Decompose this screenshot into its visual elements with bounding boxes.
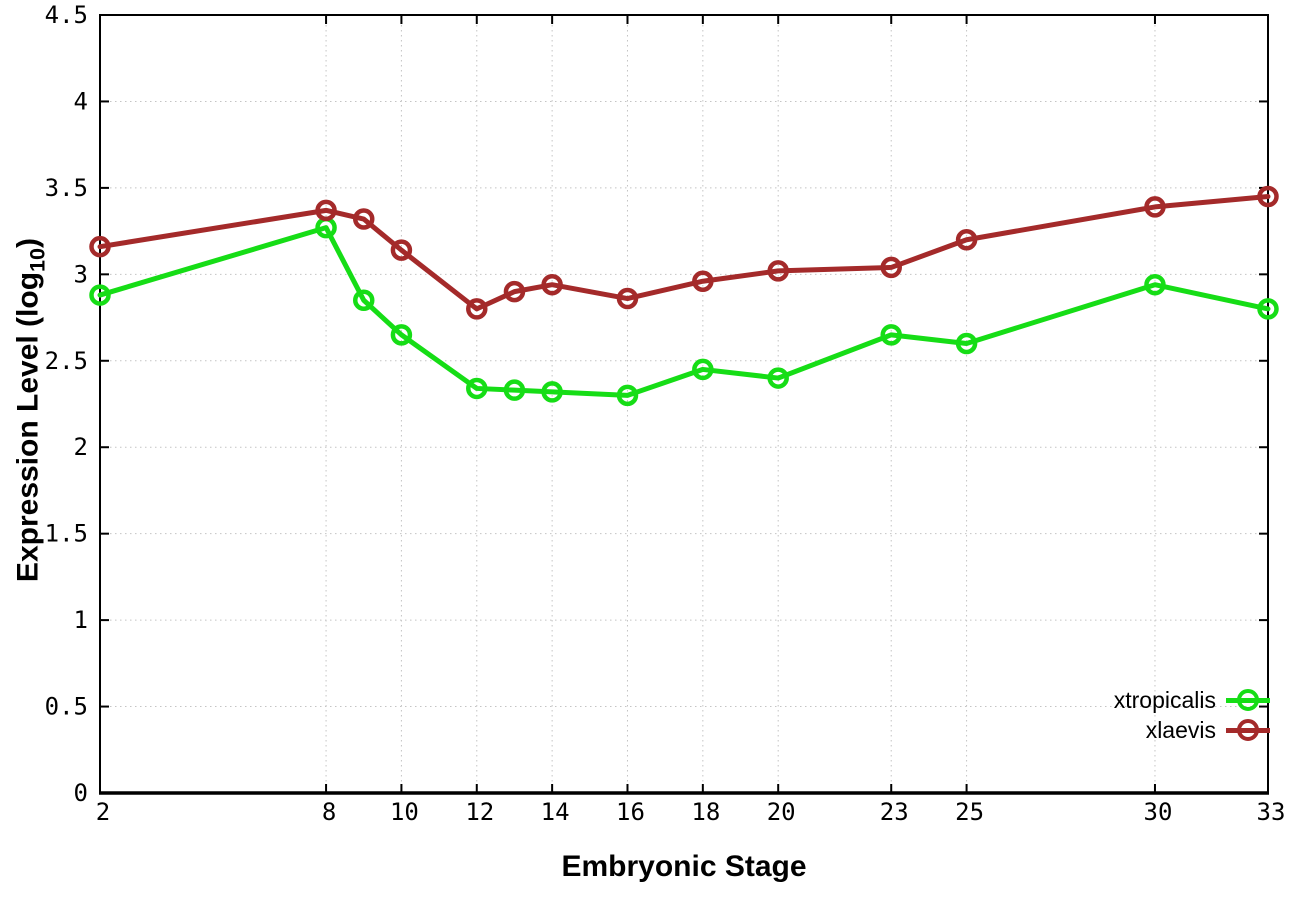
series-point-xlaevis <box>503 280 526 303</box>
x-tick-label: 23 <box>880 798 909 826</box>
y-tick-label: 1.5 <box>45 520 88 548</box>
y-tick-label: 2 <box>74 433 88 461</box>
y-tick-label: 3.5 <box>45 174 88 202</box>
x-tick-label: 8 <box>322 798 336 826</box>
series-point-xtropicalis <box>503 379 526 401</box>
series-line-xtropicalis <box>97 225 1271 398</box>
series-point-xlaevis <box>616 287 639 310</box>
series-point-xtropicalis <box>1257 298 1279 320</box>
series-point-xlaevis <box>315 199 337 222</box>
series-point-xtropicalis <box>541 381 563 403</box>
xlaevis-marker-icon <box>1226 715 1270 745</box>
series-point-xtropicalis <box>466 377 488 400</box>
x-tick-label: 30 <box>1144 798 1173 826</box>
series-point-xlaevis <box>880 256 902 279</box>
series-point-xlaevis <box>89 235 111 258</box>
plot-border <box>99 14 1269 794</box>
legend-label-xtropicalis: xtropicalis <box>1113 687 1216 713</box>
x-tick-label: 10 <box>390 798 419 826</box>
x-tick-label: 2 <box>96 798 110 826</box>
series-point-xtropicalis <box>955 332 978 355</box>
y-tick-label: 4 <box>74 87 88 115</box>
legend-row-xlaevis: xlaevis <box>1114 715 1270 745</box>
legend-row-xtropicalis: xtropicalis <box>1114 685 1270 715</box>
series-point-xtropicalis <box>767 367 789 389</box>
series-point-xlaevis <box>692 270 714 292</box>
x-tick-label: 16 <box>616 798 645 826</box>
series-point-xtropicalis <box>880 324 902 346</box>
series-line-xlaevis <box>97 194 1271 312</box>
legend-label-xlaevis: xlaevis <box>1145 717 1216 743</box>
x-tick-label: 14 <box>541 798 570 826</box>
y-tick-label: 4.5 <box>45 1 88 29</box>
y-tick-label: 3 <box>74 260 88 288</box>
chart-legend: xtropicalis xlaevis <box>1114 685 1270 745</box>
series-point-xtropicalis <box>390 324 413 346</box>
series-point-xlaevis <box>352 208 375 230</box>
series-point-xtropicalis <box>616 384 639 407</box>
x-tick-label: 25 <box>955 798 984 826</box>
series-point-xlaevis <box>466 298 488 320</box>
series-point-xtropicalis <box>1144 273 1166 296</box>
y-tick-label: 0.5 <box>45 693 88 721</box>
xtropicalis-circle-icon <box>1237 689 1259 711</box>
x-tick-label: 20 <box>767 798 796 826</box>
y-axis-title-suffix: ) <box>11 237 45 248</box>
y-axis-title-text: Expression Level (log <box>11 271 45 583</box>
x-tick-label: 12 <box>465 798 494 826</box>
series-point-xtropicalis <box>352 289 375 312</box>
x-tick-label: 18 <box>691 798 720 826</box>
y-axis-title-subscript: 10 <box>24 247 50 272</box>
series-point-xlaevis <box>1144 196 1166 218</box>
xtropicalis-marker-icon <box>1226 685 1270 715</box>
y-axis-title: Expression Level (log10) <box>12 238 51 582</box>
x-tick-label: 33 <box>1257 798 1286 826</box>
y-tick-label: 0 <box>74 779 88 807</box>
series-point-xlaevis <box>541 273 563 296</box>
y-tick-label: 2.5 <box>45 347 88 375</box>
series-point-xlaevis <box>1257 185 1279 208</box>
series-point-xtropicalis <box>89 284 111 306</box>
xlaevis-circle-icon <box>1237 719 1259 741</box>
series-point-xlaevis <box>955 229 978 251</box>
y-tick-label: 1 <box>74 606 88 634</box>
series-point-xlaevis <box>390 239 413 261</box>
series-point-xlaevis <box>767 260 789 282</box>
series-point-xtropicalis <box>692 358 714 381</box>
x-axis-title: Embryonic Stage <box>561 850 807 883</box>
